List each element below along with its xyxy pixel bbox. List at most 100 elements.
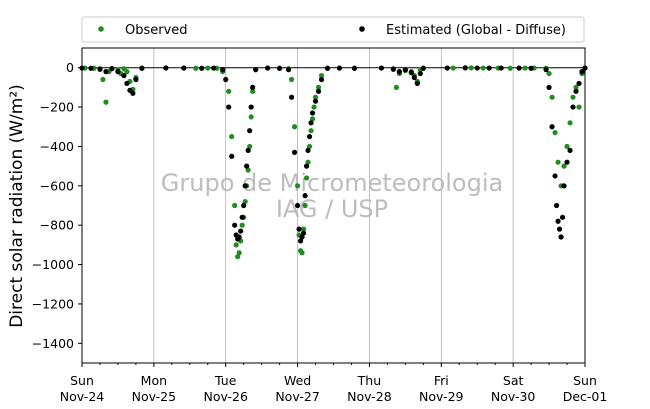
estimated-point — [411, 74, 417, 81]
estimated-point — [236, 234, 242, 240]
observed-point — [318, 72, 325, 79]
observed-point — [229, 133, 235, 140]
legend-marker-estimated — [359, 26, 365, 32]
estimated-point — [124, 80, 130, 87]
observed-point — [480, 65, 486, 71]
x-tick-day: Thu — [357, 373, 381, 388]
observed-point — [300, 226, 307, 232]
y-axis-ticks: 0 −200 −400 −600 −800 −1000 −1200 −1400 — [32, 60, 82, 351]
estimated-point — [181, 65, 187, 71]
estimated-point — [245, 147, 251, 153]
observed-point — [291, 124, 298, 130]
x-tick-day: Mon — [141, 373, 167, 388]
legend-marker-observed — [98, 26, 104, 32]
x-tick-date: Nov-27 — [275, 389, 319, 404]
observed-point — [573, 84, 579, 90]
estimated-point — [244, 163, 250, 169]
estimated-point — [559, 214, 566, 220]
estimated-point — [163, 65, 169, 71]
estimated-point — [402, 67, 408, 73]
x-tick-date: Nov-28 — [347, 389, 392, 404]
estimated-point — [378, 65, 385, 71]
estimated-point — [296, 226, 302, 232]
observed-point — [468, 65, 474, 71]
legend-label-observed: Observed — [125, 23, 188, 38]
estimated-point — [444, 65, 450, 71]
estimated-point — [549, 124, 555, 130]
estimated-point — [121, 72, 127, 79]
observed-point — [555, 159, 561, 165]
observed-point — [103, 99, 109, 105]
estimated-point — [199, 65, 205, 71]
watermark-line-1: Grupo de Micrometeorologia — [161, 169, 503, 197]
estimated-point — [312, 98, 319, 104]
x-tick-day: Sat — [503, 373, 524, 388]
estimated-point — [556, 226, 563, 232]
x-tick-day: Wed — [284, 373, 311, 388]
estimated-point — [306, 133, 313, 140]
estimated-point — [576, 80, 582, 87]
estimated-point — [238, 228, 244, 234]
legend: Observed Estimated (Global - Diffuse) — [81, 16, 585, 43]
observed-point — [522, 65, 528, 71]
observed-point — [226, 88, 232, 94]
observed-point — [308, 128, 314, 134]
estimated-point — [408, 70, 414, 76]
observed-point — [393, 84, 399, 90]
observed-point — [315, 84, 322, 90]
estimated-point — [417, 70, 423, 77]
x-tick-day: Fri — [434, 373, 449, 388]
y-axis-label: Direct solar radiation (W/m²) — [7, 84, 27, 328]
x-axis-ticks: SunNov-24MonNov-25TueNov-26WedNov-27ThuN… — [60, 363, 607, 404]
x-tick-day: Sun — [573, 373, 597, 388]
observed-point — [232, 202, 238, 209]
observed-point — [312, 94, 319, 100]
estimated-point — [265, 65, 271, 71]
estimated-point — [486, 65, 492, 71]
estimated-point — [567, 147, 573, 153]
legend-frame — [81, 16, 585, 43]
estimated-point — [564, 159, 570, 165]
observed-point — [507, 65, 513, 71]
legend-label-estimated: Estimated (Global - Diffuse) — [386, 23, 566, 38]
estimated-point — [570, 104, 576, 110]
observed-point — [239, 222, 245, 228]
estimated-point — [573, 88, 579, 94]
estimated-point — [220, 67, 226, 73]
estimated-point — [543, 67, 549, 73]
observed-point — [546, 70, 552, 77]
watermark: Grupo de Micrometeorologia IAG / USP — [161, 169, 503, 223]
observed-point — [552, 130, 558, 136]
estimated-point — [528, 65, 534, 71]
estimated-point — [241, 202, 247, 209]
estimated-point — [277, 65, 283, 71]
estimated-point — [324, 65, 331, 71]
estimated-point — [414, 80, 420, 87]
observed-point — [100, 76, 106, 83]
x-tick-day: Tue — [214, 373, 237, 388]
observed-point — [245, 167, 251, 173]
observed-point — [248, 114, 254, 120]
y-tick-label: −1000 — [32, 257, 74, 272]
estimated-point — [351, 65, 358, 71]
observed-point — [311, 104, 317, 110]
y-tick-label: −400 — [40, 139, 74, 154]
estimated-point — [247, 128, 253, 134]
observed-point — [250, 88, 256, 94]
observed-point — [124, 69, 130, 75]
estimated-point — [420, 65, 426, 71]
estimated-point — [315, 88, 322, 94]
observed-point — [309, 116, 316, 122]
estimated-point — [555, 218, 561, 224]
observed-point — [242, 198, 248, 205]
estimated-point — [103, 69, 109, 75]
estimated-point — [303, 163, 310, 169]
estimated-point — [553, 202, 560, 209]
observed-point — [576, 104, 582, 110]
estimated-point — [558, 234, 564, 240]
estimated-point — [552, 173, 558, 179]
estimated-point — [318, 76, 325, 83]
observed-point — [288, 76, 295, 83]
x-tick-date: Nov-25 — [132, 389, 176, 404]
